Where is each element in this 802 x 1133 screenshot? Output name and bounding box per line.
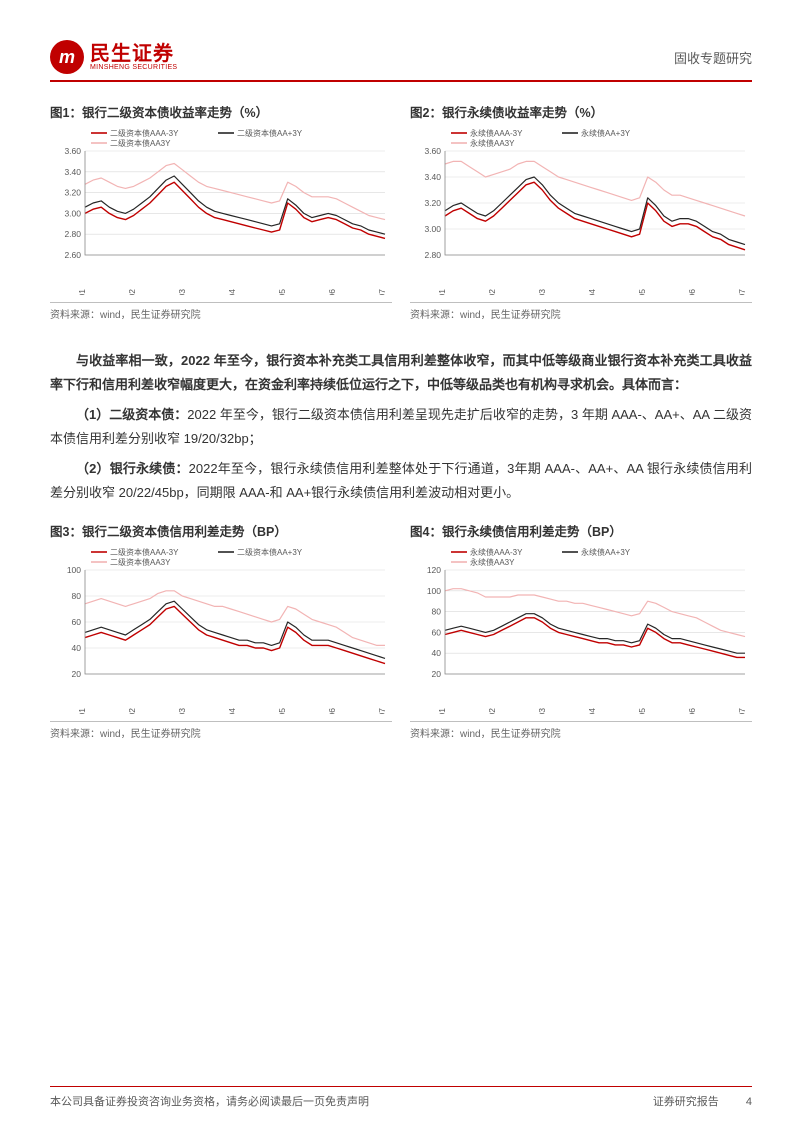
chart4-title: 图4：银行永续债信用利差走势（BP） xyxy=(410,521,752,540)
svg-text:2022-01: 2022-01 xyxy=(77,708,87,714)
page-number: 4 xyxy=(746,1096,752,1108)
svg-text:二级资本债AA3Y: 二级资本债AA3Y xyxy=(110,138,171,148)
svg-text:永续债AA3Y: 永续债AA3Y xyxy=(470,138,515,148)
logo-block: m 民生证券 MINSHENG SECURITIES xyxy=(50,40,177,74)
svg-text:2022-06: 2022-06 xyxy=(327,289,337,295)
svg-text:2022-02: 2022-02 xyxy=(487,708,497,714)
svg-text:40: 40 xyxy=(72,643,82,653)
svg-text:100: 100 xyxy=(67,565,81,575)
svg-text:3.20: 3.20 xyxy=(424,198,441,208)
page-header: m 民生证券 MINSHENG SECURITIES 固收专题研究 xyxy=(50,40,752,82)
svg-text:60: 60 xyxy=(432,628,442,638)
svg-text:80: 80 xyxy=(432,607,442,617)
svg-text:永续债AAA-3Y: 永续债AAA-3Y xyxy=(470,547,523,557)
svg-text:2022-05: 2022-05 xyxy=(277,289,287,295)
svg-text:2022-03: 2022-03 xyxy=(177,289,187,295)
chart1-title: 图1：银行二级资本债收益率走势（%） xyxy=(50,102,392,121)
chart4: 20 40 60 80 100 120 2022-01 2022-02 2022-03 2022-… xyxy=(410,544,752,714)
svg-text:100: 100 xyxy=(427,586,441,596)
svg-text:3.00: 3.00 xyxy=(64,208,81,218)
svg-text:2022-05: 2022-05 xyxy=(637,289,647,295)
chart2-title: 图2：银行永续债收益率走势（%） xyxy=(410,102,752,121)
svg-text:2022-01: 2022-01 xyxy=(77,289,87,295)
svg-text:2022-02: 2022-02 xyxy=(127,289,137,295)
svg-text:3.60: 3.60 xyxy=(424,146,441,156)
svg-text:20: 20 xyxy=(432,669,442,679)
svg-text:二级资本债AAA-3Y: 二级资本债AAA-3Y xyxy=(110,128,179,138)
svg-text:2022-03: 2022-03 xyxy=(537,289,547,295)
svg-text:2022-04: 2022-04 xyxy=(227,708,237,714)
svg-text:120: 120 xyxy=(427,565,441,575)
svg-text:3.40: 3.40 xyxy=(64,167,81,177)
svg-text:永续债AA+3Y: 永续债AA+3Y xyxy=(581,128,631,138)
p3-label: （2）银行永续债： xyxy=(76,461,189,476)
footer-right: 证券研究报告 xyxy=(653,1096,719,1108)
svg-text:2022-02: 2022-02 xyxy=(487,289,497,295)
chart1: 2.60 2.80 3.00 3.20 3.40 3.60 2022-01 2022-02 20… xyxy=(50,125,392,295)
svg-text:2022-07: 2022-07 xyxy=(377,708,387,714)
logo-en: MINSHENG SECURITIES xyxy=(90,64,177,71)
svg-text:2.80: 2.80 xyxy=(64,229,81,239)
svg-text:2022-02: 2022-02 xyxy=(127,708,137,714)
svg-text:60: 60 xyxy=(72,617,82,627)
svg-text:永续债AA+3Y: 永续债AA+3Y xyxy=(581,547,631,557)
chart-row-2: 图3：银行二级资本债信用利差走势（BP） 204060801002022-012… xyxy=(50,521,752,740)
svg-text:2022-05: 2022-05 xyxy=(637,708,647,714)
svg-text:2022-04: 2022-04 xyxy=(587,708,597,714)
chart4-source: 资料来源：wind，民生证券研究院 xyxy=(410,721,752,740)
chart2: 2.80 3.00 3.20 3.40 3.60 2022-01 2022-02 2022-0… xyxy=(410,125,752,295)
svg-text:2022-03: 2022-03 xyxy=(177,708,187,714)
svg-text:二级资本债AA+3Y: 二级资本债AA+3Y xyxy=(237,128,303,138)
svg-text:2022-06: 2022-06 xyxy=(327,708,337,714)
svg-text:3.20: 3.20 xyxy=(64,188,81,198)
svg-text:2.60: 2.60 xyxy=(64,250,81,260)
logo-cn: 民生证券 xyxy=(90,44,177,64)
svg-text:2.80: 2.80 xyxy=(424,250,441,260)
svg-text:2022-07: 2022-07 xyxy=(737,289,747,295)
chart-row-1: 图1：银行二级资本债收益率走势（%） 2.60 2.80 3.00 3.20 3.40 3… xyxy=(50,102,752,321)
svg-text:2022-07: 2022-07 xyxy=(377,289,387,295)
svg-text:2022-03: 2022-03 xyxy=(537,708,547,714)
svg-text:2022-01: 2022-01 xyxy=(437,708,447,714)
p1: 与收益率相一致，2022 年至今，银行资本补充类工具信用利差整体收窄，而其中低等… xyxy=(50,353,752,392)
header-subtitle: 固收专题研究 xyxy=(674,48,752,67)
svg-text:2022-07: 2022-07 xyxy=(737,708,747,714)
svg-text:2022-04: 2022-04 xyxy=(227,289,237,295)
svg-text:3.00: 3.00 xyxy=(424,224,441,234)
svg-text:二级资本债AA3Y: 二级资本债AA3Y xyxy=(110,557,171,567)
svg-text:2022-01: 2022-01 xyxy=(437,289,447,295)
svg-text:20: 20 xyxy=(72,669,82,679)
chart3-source: 资料来源：wind，民生证券研究院 xyxy=(50,721,392,740)
svg-text:2022-06: 2022-06 xyxy=(687,708,697,714)
p2-label: （1）二级资本债： xyxy=(76,407,187,422)
logo-icon: m xyxy=(50,40,84,74)
chart2-source: 资料来源：wind，民生证券研究院 xyxy=(410,302,752,321)
page-footer: 本公司具备证券投资咨询业务资格，请务必阅读最后一页免责声明 证券研究报告 4 xyxy=(50,1086,752,1109)
chart1-source: 资料来源：wind，民生证券研究院 xyxy=(50,302,392,321)
chart3-title: 图3：银行二级资本债信用利差走势（BP） xyxy=(50,521,392,540)
svg-text:80: 80 xyxy=(72,591,82,601)
svg-text:二级资本债AA+3Y: 二级资本债AA+3Y xyxy=(237,547,303,557)
footer-left: 本公司具备证券投资咨询业务资格，请务必阅读最后一页免责声明 xyxy=(50,1093,369,1109)
body-text: 与收益率相一致，2022 年至今，银行资本补充类工具信用利差整体收窄，而其中低等… xyxy=(50,349,752,505)
svg-text:2022-04: 2022-04 xyxy=(587,289,597,295)
chart3: 20 40 60 80 100 2022-01 2022-02 2022-03 2022-04 2… xyxy=(50,544,392,714)
svg-text:3.60: 3.60 xyxy=(64,146,81,156)
svg-text:2022-05: 2022-05 xyxy=(277,708,287,714)
svg-text:2022-06: 2022-06 xyxy=(687,289,697,295)
svg-text:40: 40 xyxy=(432,648,442,658)
svg-text:3.40: 3.40 xyxy=(424,172,441,182)
svg-text:二级资本债AAA-3Y: 二级资本债AAA-3Y xyxy=(110,547,179,557)
svg-text:永续债AA3Y: 永续债AA3Y xyxy=(470,557,515,567)
svg-text:永续债AAA-3Y: 永续债AAA-3Y xyxy=(470,128,523,138)
